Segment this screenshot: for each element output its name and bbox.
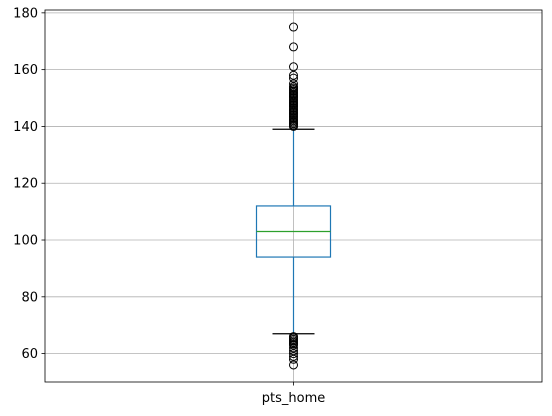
y-tick-label: 180 bbox=[13, 6, 38, 21]
outlier-point bbox=[289, 22, 298, 32]
outlier-point bbox=[289, 351, 298, 361]
y-tick-label: 140 bbox=[13, 120, 38, 135]
outlier-point bbox=[289, 343, 298, 353]
outlier-point bbox=[289, 73, 298, 83]
x-tick-label: pts_home bbox=[262, 391, 325, 406]
outlier-point bbox=[289, 82, 298, 92]
y-tick-label: 100 bbox=[13, 234, 38, 249]
outlier-point bbox=[289, 70, 298, 80]
outlier-point bbox=[289, 79, 298, 89]
outlier-point bbox=[289, 62, 298, 72]
y-tick-label: 60 bbox=[21, 347, 38, 362]
outlier-point bbox=[289, 349, 298, 359]
y-tick-label: 80 bbox=[21, 290, 38, 305]
outlier-point bbox=[289, 42, 298, 52]
plot-area bbox=[255, 22, 332, 370]
outlier-point bbox=[289, 346, 298, 356]
outlier-point bbox=[289, 354, 298, 364]
y-tick-label: 120 bbox=[13, 177, 38, 192]
axes: 60 80 100 120 140 160 180 pts_home bbox=[13, 6, 543, 406]
y-tick-label: 160 bbox=[13, 63, 38, 78]
outlier-point bbox=[289, 340, 298, 350]
outlier-point bbox=[289, 360, 298, 370]
